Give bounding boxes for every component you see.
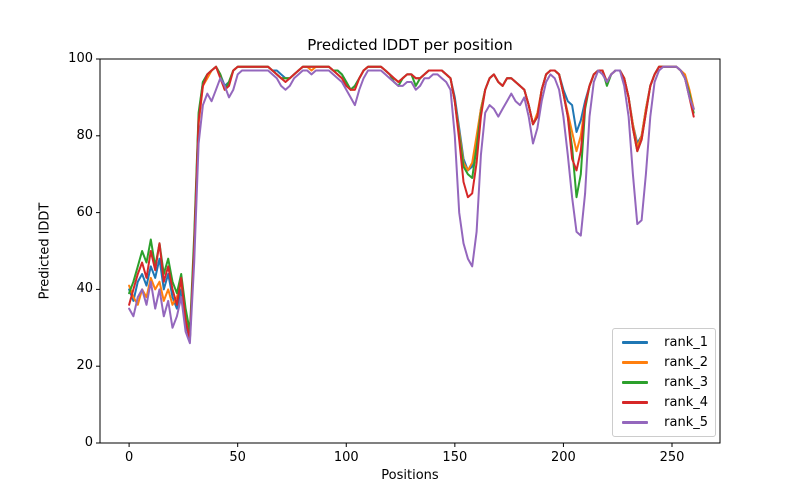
legend-label: rank_2: [664, 355, 708, 371]
x-tick-label: 250: [659, 450, 685, 465]
legend: rank_1 rank_2 rank_3 rank_4 rank_5: [612, 328, 716, 437]
legend-label: rank_4: [664, 394, 708, 410]
axes-spines: [99, 58, 721, 444]
x-tick-label: 200: [551, 450, 576, 465]
x-tick-label: 150: [442, 450, 468, 465]
legend-item-rank_2: rank_2: [622, 353, 708, 373]
legend-line-swatch: [622, 400, 648, 404]
x-tick-label: 100: [333, 450, 359, 465]
y-tick-label: 100: [68, 51, 93, 66]
y-tick-label: 40: [76, 281, 93, 297]
y-tick-label: 0: [84, 435, 93, 450]
series-line-rank_2: [128, 65, 695, 337]
legend-label: rank_5: [664, 414, 708, 430]
legend-label: rank_1: [664, 335, 708, 351]
legend-item-rank_5: rank_5: [622, 412, 708, 432]
legend-item-rank_1: rank_1: [622, 333, 708, 353]
series-line-rank_4: [128, 65, 695, 341]
series-line-rank_3: [128, 65, 695, 333]
series-line-rank_1: [128, 65, 695, 341]
legend-label: rank_3: [664, 374, 708, 390]
chart-title: Predicted lDDT per position: [307, 36, 513, 54]
legend-line-swatch: [622, 420, 648, 424]
legend-line-swatch: [622, 380, 648, 384]
y-tick-label: 20: [76, 358, 93, 374]
y-tick-label: 80: [76, 127, 93, 143]
legend-item-rank_4: rank_4: [622, 392, 708, 412]
x-tick-label: 50: [229, 450, 246, 465]
series-line-rank_5: [128, 65, 695, 345]
x-axis-label: Positions: [381, 468, 439, 483]
x-tick-label: 0: [124, 450, 134, 465]
y-tick-label: 60: [76, 204, 93, 220]
legend-line-swatch: [622, 341, 648, 345]
legend-line-swatch: [622, 361, 648, 365]
legend-item-rank_3: rank_3: [622, 373, 708, 393]
